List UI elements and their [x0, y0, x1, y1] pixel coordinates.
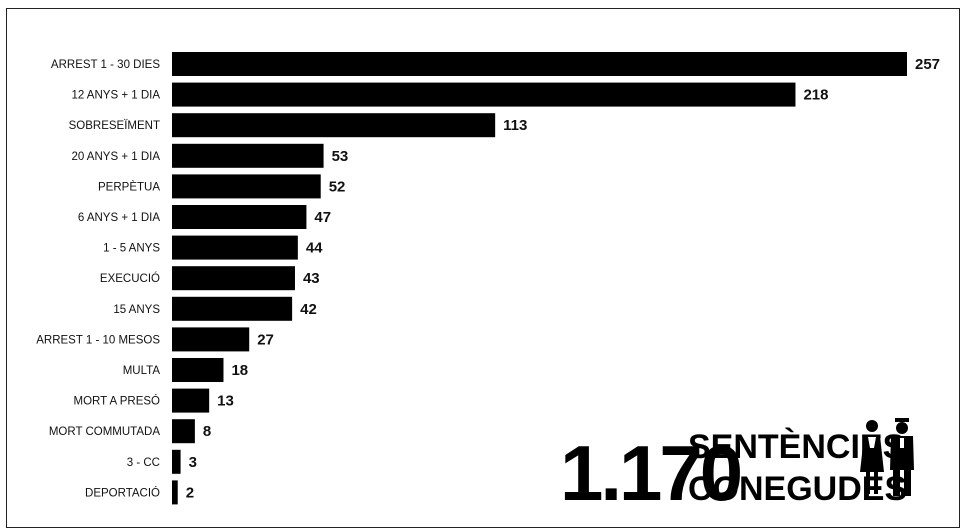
bar-row: EXECUCIÓ 43 — [100, 266, 320, 291]
bar — [172, 143, 324, 168]
value-label: 113 — [503, 117, 527, 134]
value-label: 27 — [257, 331, 274, 348]
bar — [172, 327, 250, 352]
value-label: 8 — [203, 423, 211, 440]
value-label: 18 — [231, 362, 248, 379]
value-label: 47 — [314, 209, 331, 226]
category-label: MORT A PRESÓ — [74, 395, 161, 408]
bar — [172, 419, 195, 444]
category-label: ARREST 1 - 30 DIES — [51, 59, 160, 71]
bar — [172, 296, 293, 321]
bar — [172, 52, 907, 76]
bar — [172, 235, 298, 260]
bar-row: 15 ANYS 42 — [113, 296, 317, 321]
bar-row: 12 ANYS + 1 DIA 218 — [71, 82, 828, 107]
value-label: 52 — [329, 178, 346, 195]
category-label: SOBRESEÏMENT — [69, 120, 160, 132]
total-sentences-number: 1.170 — [560, 429, 741, 507]
bar-row: MORT COMMUTADA 8 — [49, 419, 211, 444]
value-label: 44 — [306, 240, 323, 257]
bar — [172, 266, 295, 291]
category-label: 15 ANYS — [113, 304, 160, 316]
bar-row: 1 - 5 ANYS 44 — [103, 235, 323, 260]
category-label: DEPORTACIÓ — [85, 486, 160, 499]
value-label: 257 — [915, 56, 940, 73]
bar-row: MULTA 18 — [123, 358, 248, 382]
value-label: 3 — [189, 454, 197, 471]
bar — [172, 113, 496, 138]
value-label: 13 — [217, 393, 234, 410]
category-label: MULTA — [123, 365, 161, 377]
bar-row: DEPORTACIÓ 2 — [85, 480, 194, 505]
bar — [172, 82, 796, 107]
category-label: 1 - 5 ANYS — [103, 243, 160, 255]
headline-line-2: CONEGUDES — [688, 470, 907, 507]
category-label: 3 - CC — [127, 457, 160, 469]
value-label: 42 — [300, 301, 317, 318]
headline: 1.170 SENTÈNCIES CONEGUDES — [560, 418, 914, 507]
bar-row: SOBRESEÏMENT 113 — [69, 113, 527, 138]
category-label: 6 ANYS + 1 DIA — [78, 212, 160, 224]
man-and-woman-icon — [860, 418, 914, 496]
bar — [172, 480, 178, 505]
bar — [172, 449, 181, 474]
bar — [172, 358, 224, 382]
value-label: 43 — [303, 270, 320, 287]
bar-row: MORT A PRESÓ 13 — [74, 388, 234, 413]
bar — [172, 205, 307, 229]
bar — [172, 388, 210, 413]
category-label: 20 ANYS + 1 DIA — [71, 151, 160, 163]
value-label: 218 — [803, 87, 828, 104]
category-label: PERPÈTUA — [98, 180, 160, 193]
bar-row: 20 ANYS + 1 DIA 53 — [71, 143, 349, 168]
bar-row: ARREST 1 - 10 MESOS 27 — [36, 327, 274, 352]
category-label: MORT COMMUTADA — [49, 426, 160, 438]
category-label: ARREST 1 - 10 MESOS — [36, 334, 160, 346]
bar-row: 3 - CC 3 — [127, 449, 197, 474]
bar-row: ARREST 1 - 30 DIES 257 — [51, 52, 940, 76]
bar-row: 6 ANYS + 1 DIA 47 — [78, 205, 331, 229]
bar — [172, 174, 321, 199]
category-label: 12 ANYS + 1 DIA — [71, 90, 160, 102]
bar-row: PERPÈTUA 52 — [98, 174, 346, 199]
value-label: 53 — [332, 148, 349, 165]
value-label: 2 — [186, 484, 194, 501]
category-label: EXECUCIÓ — [100, 272, 160, 285]
